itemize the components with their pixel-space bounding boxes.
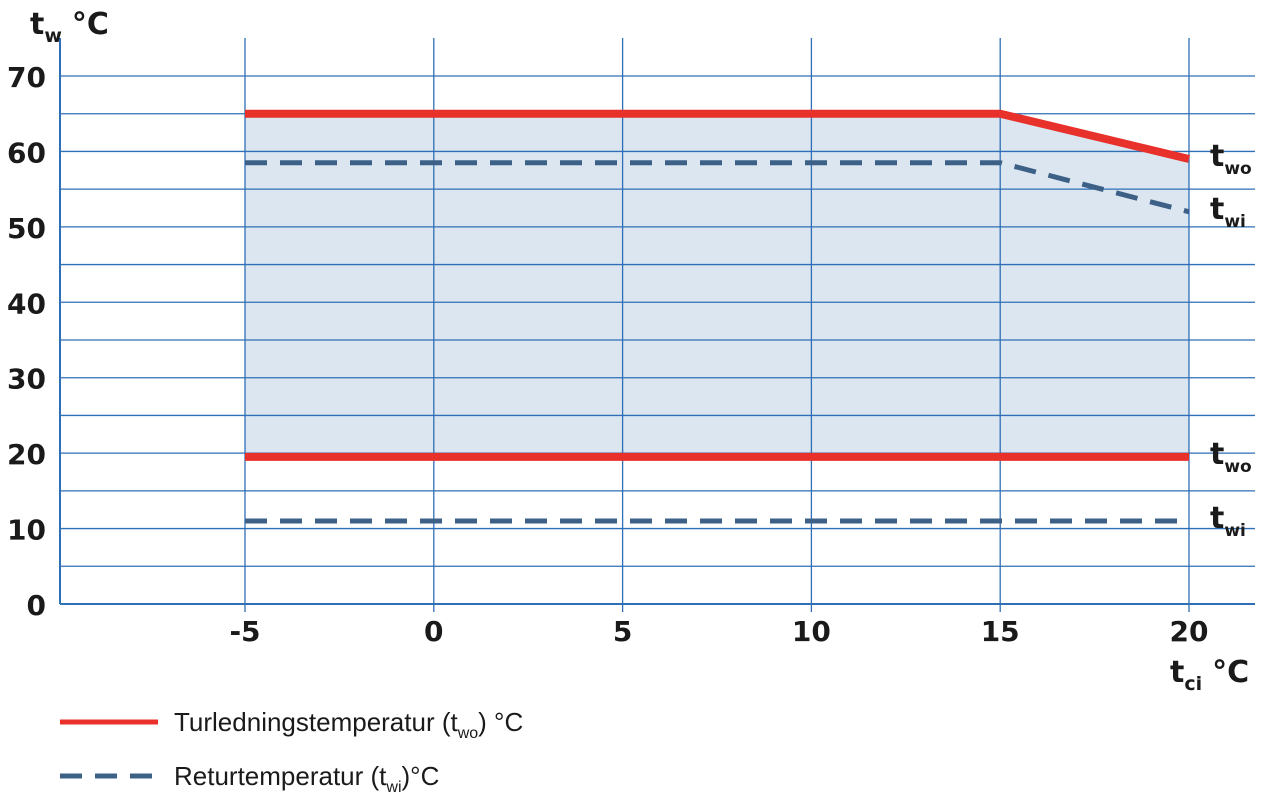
operating-area [245, 113, 1189, 457]
x-tick-label-5: 5 [613, 615, 632, 648]
y-tick-label-0: 0 [27, 589, 46, 622]
series-line-return_max [245, 160, 1190, 215]
y-tick-label-20: 20 [7, 438, 46, 471]
x-axis-label: tci °C [1170, 655, 1249, 695]
legend-label-return: Returtemperatur (twi)°C [174, 761, 439, 796]
x-tick-label-15: 15 [981, 615, 1020, 648]
operating-area-fill [245, 113, 1189, 457]
y-tick-label-60: 60 [7, 136, 46, 169]
y-tick-label-50: 50 [7, 212, 46, 245]
y-tick-label-40: 40 [7, 287, 46, 320]
y-axis-label: tw °C [30, 7, 109, 47]
y-tick-label-30: 30 [7, 363, 46, 396]
legend: Turledningstemperatur (two) °C Returtemp… [60, 707, 523, 796]
y-tick-label-70: 70 [7, 61, 46, 94]
end-label-outlet_min: two [1210, 437, 1252, 477]
series-line-outlet_max [245, 109, 1190, 163]
tick-labels: 0 10 20 30 40 50 60 70 -5 0 5 10 15 20 [7, 61, 1208, 648]
legend-label-outlet: Turledningstemperatur (two) °C [174, 707, 523, 742]
end-label-outlet_max: two [1210, 139, 1252, 179]
y-tick-label-10: 10 [7, 514, 46, 547]
end-label-return_min: twi [1210, 501, 1246, 541]
x-tick-label-0: 0 [424, 615, 443, 648]
x-tick-label-20: 20 [1170, 615, 1209, 648]
x-tick-label-10: 10 [792, 615, 831, 648]
end-label-return_max: twi [1210, 192, 1246, 232]
series: two twi two twi [245, 109, 1252, 541]
x-tick-label--5: -5 [229, 615, 260, 648]
